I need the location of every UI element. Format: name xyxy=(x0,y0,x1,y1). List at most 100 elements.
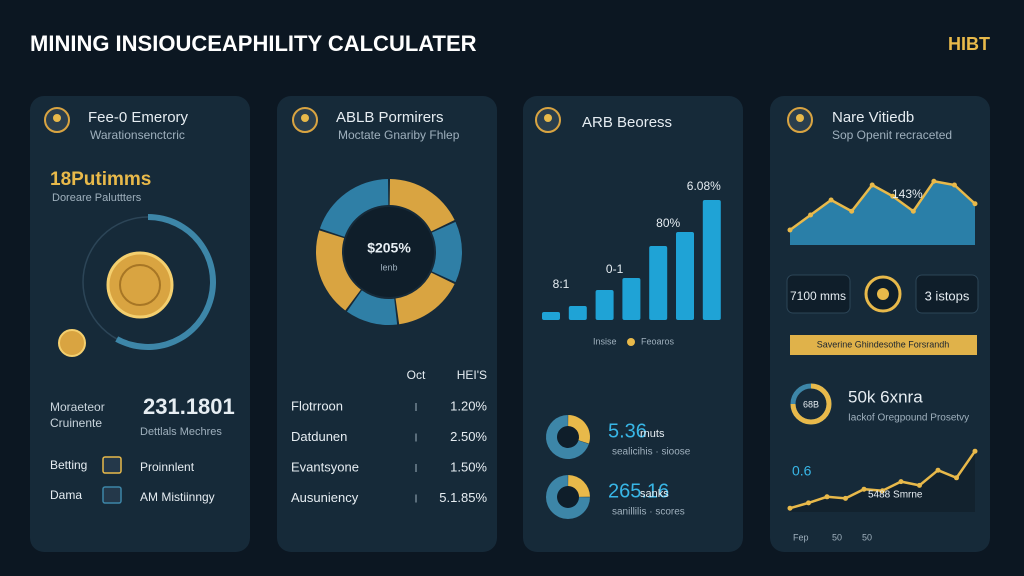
point xyxy=(824,494,830,500)
box xyxy=(915,274,979,314)
bar xyxy=(676,232,694,320)
item-text: Proinnlent xyxy=(140,460,195,474)
box-label: 3 istops xyxy=(925,288,970,303)
stat-unit: sanks xyxy=(640,488,669,500)
icon xyxy=(796,114,804,122)
banner-text: Saverine Ghindesothe Forsrandh xyxy=(817,339,950,349)
stat-label: Moraeteor xyxy=(50,400,105,414)
brand: HIBT xyxy=(948,34,990,54)
stat-note: sanillilis · scores xyxy=(612,507,685,518)
row-label: Ausuniency xyxy=(291,490,359,505)
item-icon xyxy=(102,486,122,504)
caption: Doreare Paluttters xyxy=(52,192,142,204)
column-header: Oct xyxy=(407,368,426,382)
ring-hole xyxy=(557,486,579,508)
point xyxy=(931,178,937,184)
item-text: AM Mistiinngy xyxy=(140,490,215,504)
stat-note: Dettlals Mechres xyxy=(140,426,222,438)
bar xyxy=(622,278,641,320)
legend-label: Feoaros xyxy=(641,336,675,346)
point xyxy=(869,182,875,188)
area xyxy=(790,181,975,245)
donut-segment xyxy=(568,475,590,497)
x-label: 50 xyxy=(862,532,872,542)
donut-segment xyxy=(568,415,590,444)
x-label: Fep xyxy=(793,532,809,542)
item-label: Betting xyxy=(50,458,87,472)
point xyxy=(954,475,959,481)
stat-value: 265.16 xyxy=(608,480,669,502)
donut-segment xyxy=(395,272,455,325)
stat-note: sealicihis · sioose xyxy=(612,447,691,458)
row-value: 5.1.85% xyxy=(439,490,487,505)
line-label: 0.6 xyxy=(792,463,812,479)
point xyxy=(951,182,957,188)
box xyxy=(786,274,851,314)
stat-unit: rnuts xyxy=(640,428,665,440)
card-title: ARB Beoress xyxy=(582,114,672,131)
item-label: Dama xyxy=(50,488,82,502)
bar xyxy=(649,246,668,320)
line xyxy=(789,179,976,232)
donut-label: $205% xyxy=(367,240,411,256)
legend-dot xyxy=(627,338,635,346)
stat-label: Cruinente xyxy=(50,416,102,430)
stat-value: 231.1801 xyxy=(143,394,235,419)
row-value: 1.20% xyxy=(450,398,487,413)
x-label: 50 xyxy=(832,532,842,542)
item-icon xyxy=(102,456,122,474)
bar xyxy=(702,200,721,320)
point xyxy=(972,201,978,207)
donut-segment xyxy=(545,475,590,519)
stat-note: Iackof Oregpound Prosetvy xyxy=(848,413,969,424)
box-label: 7100 mms xyxy=(790,289,846,303)
point xyxy=(917,482,922,488)
point xyxy=(898,479,904,485)
point xyxy=(787,505,793,511)
card-title: Fee-0 Emerory xyxy=(88,109,189,126)
donut-segment xyxy=(346,290,398,325)
card xyxy=(30,96,250,552)
ring-label: 68B xyxy=(803,399,819,409)
bar xyxy=(542,312,560,320)
row-value: 2.50% xyxy=(450,429,487,444)
headline: 18Putimms xyxy=(50,169,151,190)
point xyxy=(849,208,855,214)
bar xyxy=(568,306,587,320)
card-subtitle: Warationsenctcric xyxy=(90,128,185,142)
card-subtitle: Sop Openit recraceted xyxy=(832,128,952,142)
point xyxy=(787,227,793,233)
point xyxy=(828,197,834,203)
icon xyxy=(53,114,61,122)
row-label: Datdunen xyxy=(291,429,347,444)
row-label: Flotrroon xyxy=(291,398,343,413)
point xyxy=(806,500,811,506)
donut-segment xyxy=(431,221,462,283)
title: MINING INSIOUCEAPHILITY CALCULATER xyxy=(30,31,477,56)
banner xyxy=(790,335,977,355)
donut-segment xyxy=(546,415,589,460)
row-label: Evantsyone xyxy=(291,459,359,474)
area-label: 143% xyxy=(892,187,923,201)
area xyxy=(790,451,975,512)
icon xyxy=(301,114,309,122)
card-title: ABLB Pormirers xyxy=(336,109,444,126)
donut-segment xyxy=(389,179,455,232)
ring-hole xyxy=(557,426,579,448)
row-value: 1.50% xyxy=(450,459,487,474)
stat-value: 5.36 xyxy=(608,420,647,442)
bar-annotation: 8:1 xyxy=(553,277,570,291)
icon xyxy=(877,288,889,300)
donut-sublabel: lenb xyxy=(380,262,397,272)
point xyxy=(880,488,885,494)
coin xyxy=(58,329,86,357)
donut-hole xyxy=(344,207,434,297)
column-header: HEI'S xyxy=(457,368,487,382)
card-subtitle: Moctate Gnariby Fhlep xyxy=(338,128,460,142)
point xyxy=(972,448,978,454)
legend-label: Insise xyxy=(593,336,617,346)
point xyxy=(935,467,941,473)
coin xyxy=(119,264,161,306)
point xyxy=(808,212,814,218)
